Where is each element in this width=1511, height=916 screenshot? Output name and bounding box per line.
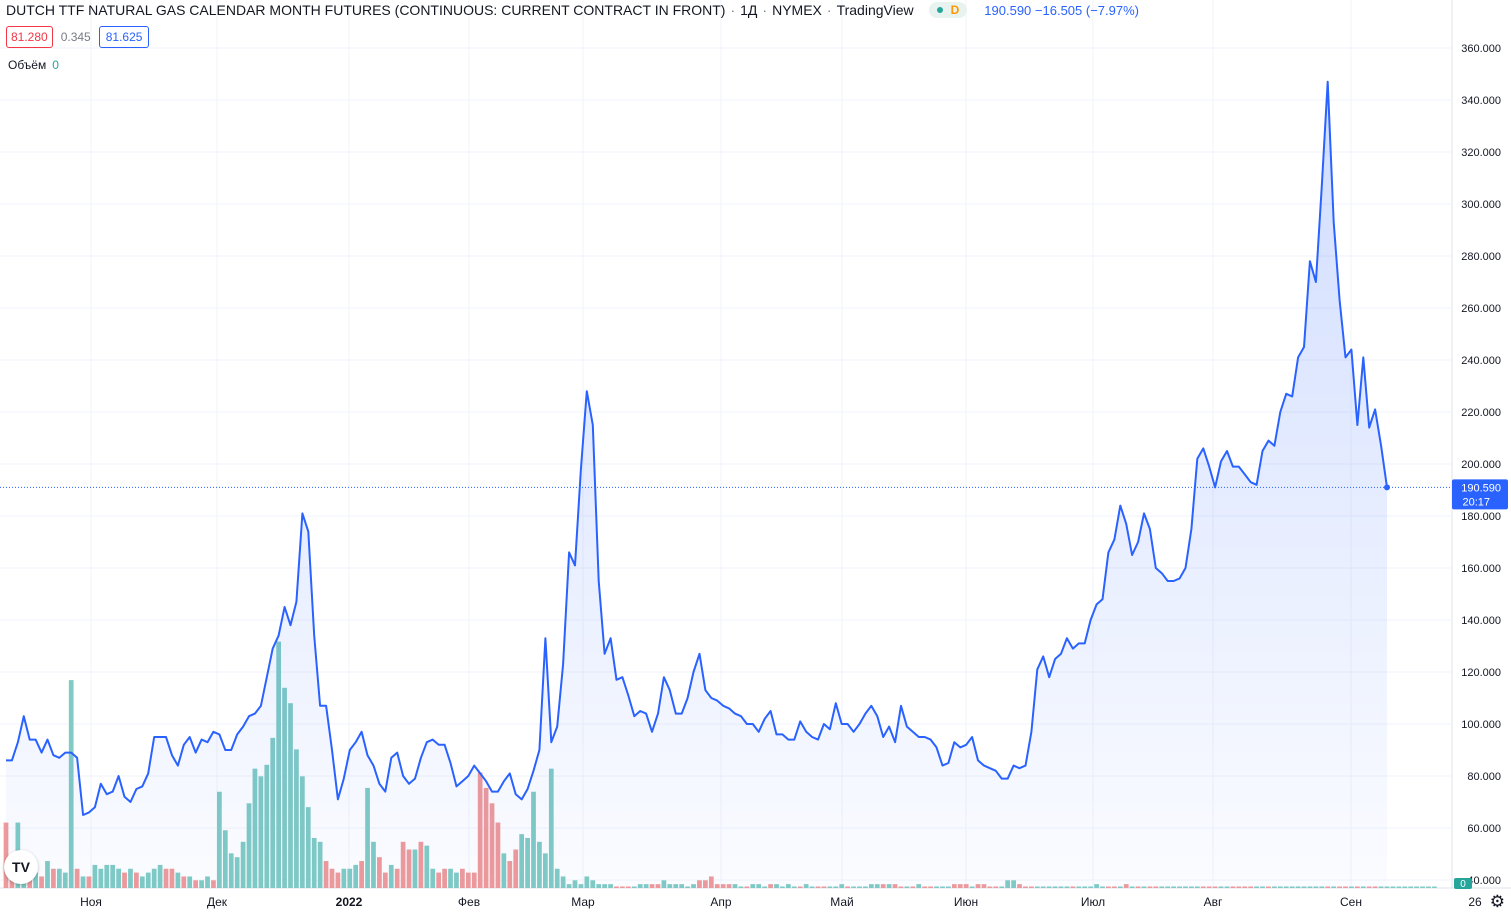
x-tick-label: Фев [458, 895, 480, 909]
y-tick-label: 360.000 [1461, 43, 1501, 55]
x-tick-label: Июл [1081, 895, 1105, 909]
x-tick-label: Июн [954, 895, 978, 909]
source-label: TradingView [836, 2, 914, 18]
header-separator: · [762, 2, 768, 18]
price-change: −16.505 (−7.97%) [1034, 2, 1139, 18]
y-tick-label: 320.000 [1461, 147, 1501, 159]
volume-bar [1402, 886, 1408, 888]
last-price: 190.590 [984, 2, 1032, 18]
y-tick-label: 240.000 [1461, 355, 1501, 367]
spread-value: 0.345 [60, 30, 91, 44]
volume-axis-label: 0 [1460, 879, 1466, 890]
y-tick-label: 80.000 [1467, 771, 1501, 783]
volume-bar [1408, 886, 1414, 888]
volume-bar [1420, 886, 1425, 888]
y-tick-label: 300.000 [1461, 199, 1501, 211]
last-price-marker [1384, 484, 1390, 491]
volume-axis-label-bg [1454, 878, 1472, 889]
y-tick-label: 280.000 [1461, 251, 1501, 263]
x-tick-label: 2022 [336, 895, 363, 909]
chart-header: DUTCH TTF NATURAL GAS CALENDAR MONTH FUT… [6, 2, 1139, 18]
y-tick-label: 140.000 [1461, 615, 1501, 627]
y-tick-label: 220.000 [1461, 407, 1501, 419]
header-separator: · [730, 2, 736, 18]
quote-row: 81.280 0.345 81.625 [6, 26, 150, 48]
x-tick-label: Дек [207, 895, 228, 909]
tradingview-logo-icon[interactable]: TV [4, 850, 38, 884]
header-separator: · [826, 2, 832, 18]
volume-value: 0 [52, 58, 59, 72]
bid-box[interactable]: 81.280 [6, 26, 53, 48]
ask-box[interactable]: 81.625 [98, 26, 150, 48]
y-tick-label: 260.000 [1461, 303, 1501, 315]
y-tick-label: 100.000 [1461, 719, 1501, 731]
x-tick-label: Ноя [80, 895, 102, 909]
symbol-title[interactable]: DUTCH TTF NATURAL GAS CALENDAR MONTH FUT… [6, 2, 726, 18]
price-area-fill [6, 81, 1387, 889]
market-open-dot-icon [936, 7, 943, 13]
last-price-label-bg [1452, 479, 1508, 510]
y-tick-label: 120.000 [1461, 667, 1501, 679]
y-tick-label: 160.000 [1461, 563, 1501, 575]
y-tick-label: 200.000 [1461, 459, 1501, 471]
market-status-badge[interactable]: D [928, 2, 968, 18]
exchange-label: NYMEX [772, 2, 822, 18]
x-tick-label: Сен [1340, 895, 1362, 909]
delayed-data-letter: D [950, 3, 960, 17]
y-tick-label: 40.000 [1467, 875, 1501, 887]
volume-legend[interactable]: Объём 0 [8, 58, 59, 72]
price-series-line[interactable] [6, 80, 1388, 816]
volume-bar [1432, 886, 1437, 888]
volume-bar [1414, 886, 1419, 888]
last-price-change: 190.590 −16.505 (−7.97%) [984, 3, 1139, 18]
volume-bar [1426, 886, 1431, 888]
x-tick-label: 26 [1468, 895, 1482, 909]
interval-label[interactable]: 1Д [740, 2, 758, 18]
bar-countdown-label: 20:17 [1462, 496, 1490, 508]
last-price-label: 190.590 [1461, 482, 1501, 494]
gear-icon[interactable]: ⚙ [1489, 892, 1505, 911]
volume-bar [1396, 886, 1402, 888]
x-tick-label: Апр [710, 895, 732, 909]
x-tick-label: Мар [571, 895, 595, 909]
volume-bar [1390, 886, 1396, 888]
y-tick-label: 340.000 [1461, 95, 1501, 107]
volume-label: Объём [8, 58, 47, 72]
x-tick-label: Май [830, 895, 854, 909]
y-tick-label: 60.000 [1467, 823, 1501, 835]
x-tick-label: Авг [1204, 895, 1223, 909]
y-tick-label: 180.000 [1461, 511, 1501, 523]
